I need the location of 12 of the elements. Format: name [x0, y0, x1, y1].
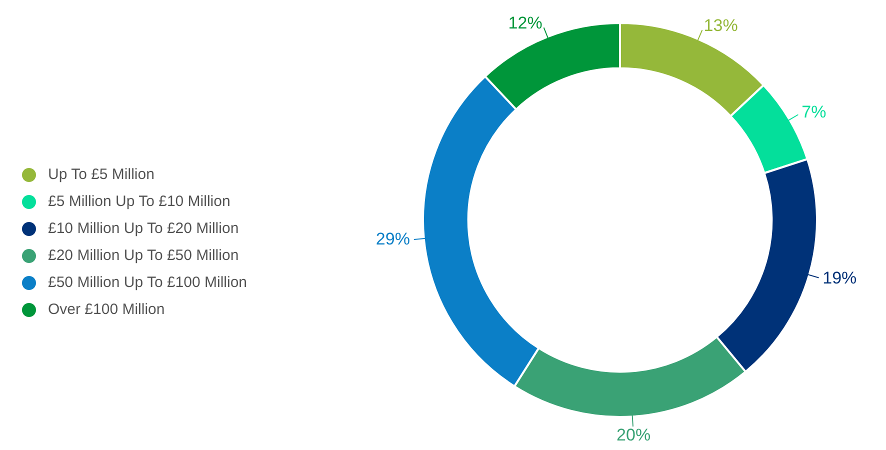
legend-label: Over £100 Million — [48, 301, 165, 318]
legend-label: Up To £5 Million — [48, 166, 154, 183]
data-label: 7% — [802, 102, 826, 122]
data-label: 13% — [704, 16, 738, 36]
legend-label: £10 Million Up To £20 Million — [48, 220, 239, 237]
legend-label: £20 Million Up To £50 Million — [48, 247, 239, 264]
data-label: 20% — [616, 425, 651, 444]
data-label: 29% — [376, 230, 410, 249]
data-label: 12% — [508, 14, 542, 33]
legend-label: £50 Million Up To £100 Million — [48, 274, 247, 291]
legend-label: £5 Million Up To £10 Million — [48, 193, 230, 210]
data-label: 19% — [822, 268, 857, 288]
